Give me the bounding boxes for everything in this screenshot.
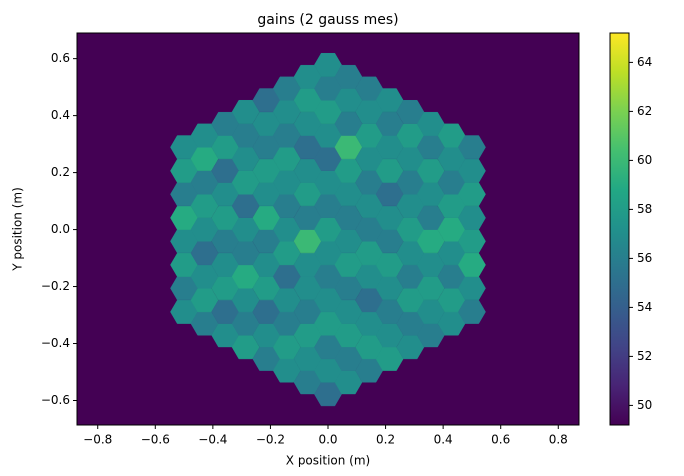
x-tick-label: 0.2 [376, 433, 395, 447]
x-tick-label: −0.4 [198, 433, 227, 447]
chart-title: gains (2 gauss mes) [257, 12, 398, 28]
hex-pixel [272, 123, 301, 148]
hex-pixel [458, 135, 486, 160]
hex-pixel [458, 158, 486, 183]
hex-pixel [334, 252, 363, 277]
hex-pixel [375, 88, 404, 113]
hex-pixel [231, 170, 260, 195]
hex-pixel [458, 205, 486, 230]
hex-pixel [190, 241, 219, 266]
hex-pixel [272, 76, 301, 101]
hex-pixel [334, 158, 363, 183]
hex-pixel [272, 288, 301, 313]
hex-pixel [231, 335, 260, 360]
y-tick-label: 0.0 [51, 222, 70, 236]
hex-pixel [416, 111, 445, 136]
hex-pixel [416, 158, 445, 183]
hex-pixel [190, 170, 219, 195]
colorbar-tick-label: 52 [637, 349, 652, 363]
hex-pixel [334, 205, 363, 230]
hex-pixel [334, 299, 363, 324]
y-tick-label: 0.6 [51, 51, 70, 65]
x-tick-label: 0.0 [318, 433, 337, 447]
hex-pixel [231, 241, 260, 266]
hex-pixel [375, 346, 404, 371]
x-axis-label: X position (m) [286, 454, 370, 468]
hex-pixel [334, 346, 363, 371]
hex-pixel [416, 252, 445, 277]
hex-pixel [272, 335, 301, 360]
colorbar-tick-label: 60 [637, 153, 652, 167]
colorbar-tick-label: 50 [637, 398, 652, 412]
hex-pixel [334, 111, 363, 136]
hex-pixel [375, 299, 404, 324]
hex-pixel [458, 299, 486, 324]
x-tick-label: −0.6 [141, 433, 170, 447]
hex-pixel [416, 205, 445, 230]
x-tick-label: 0.4 [434, 433, 453, 447]
x-tick-label: −0.2 [256, 433, 285, 447]
colorbar [609, 32, 630, 426]
hex-pixel [458, 252, 486, 277]
colorbar-tick-label: 62 [637, 104, 652, 118]
hex-pixel [231, 288, 260, 313]
hex-pixel [272, 241, 301, 266]
colorbar-tick-label: 64 [637, 55, 652, 69]
x-tick-label: 0.6 [491, 433, 510, 447]
y-tick-label: 0.4 [51, 108, 70, 122]
y-tick-label: −0.4 [41, 336, 70, 350]
hex-pixel [375, 252, 404, 277]
hex-pixel [272, 217, 301, 242]
colorbar-tick-label: 54 [637, 300, 652, 314]
hex-pixel [334, 64, 363, 89]
hex-pixel [416, 299, 445, 324]
hex-pixel [375, 158, 404, 183]
hex-pixel [375, 205, 404, 230]
y-axis-label: Y position (m) [11, 187, 25, 272]
hex-pixel [190, 288, 219, 313]
colorbar-tick-label: 58 [637, 202, 652, 216]
hex-pixel [190, 123, 219, 148]
hex-pixel [231, 99, 260, 124]
hex-pixel [190, 217, 219, 242]
x-tick-label: −0.8 [83, 433, 112, 447]
hex-pixel [272, 170, 301, 195]
y-tick-label: 0.2 [51, 165, 70, 179]
x-tick-label: 0.8 [549, 433, 568, 447]
y-tick-label: −0.2 [41, 279, 70, 293]
hex-pixel [231, 123, 260, 148]
hex-pixel [231, 217, 260, 242]
hex-pixel [375, 111, 404, 136]
colorbar-tick-label: 56 [637, 251, 652, 265]
y-tick-label: −0.6 [41, 393, 70, 407]
